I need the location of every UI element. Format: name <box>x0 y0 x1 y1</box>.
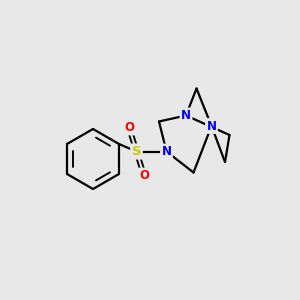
Text: N: N <box>181 109 191 122</box>
Text: O: O <box>139 169 149 182</box>
Text: N: N <box>161 145 172 158</box>
Text: O: O <box>124 121 134 134</box>
Text: S: S <box>132 145 141 158</box>
Text: N: N <box>206 119 217 133</box>
